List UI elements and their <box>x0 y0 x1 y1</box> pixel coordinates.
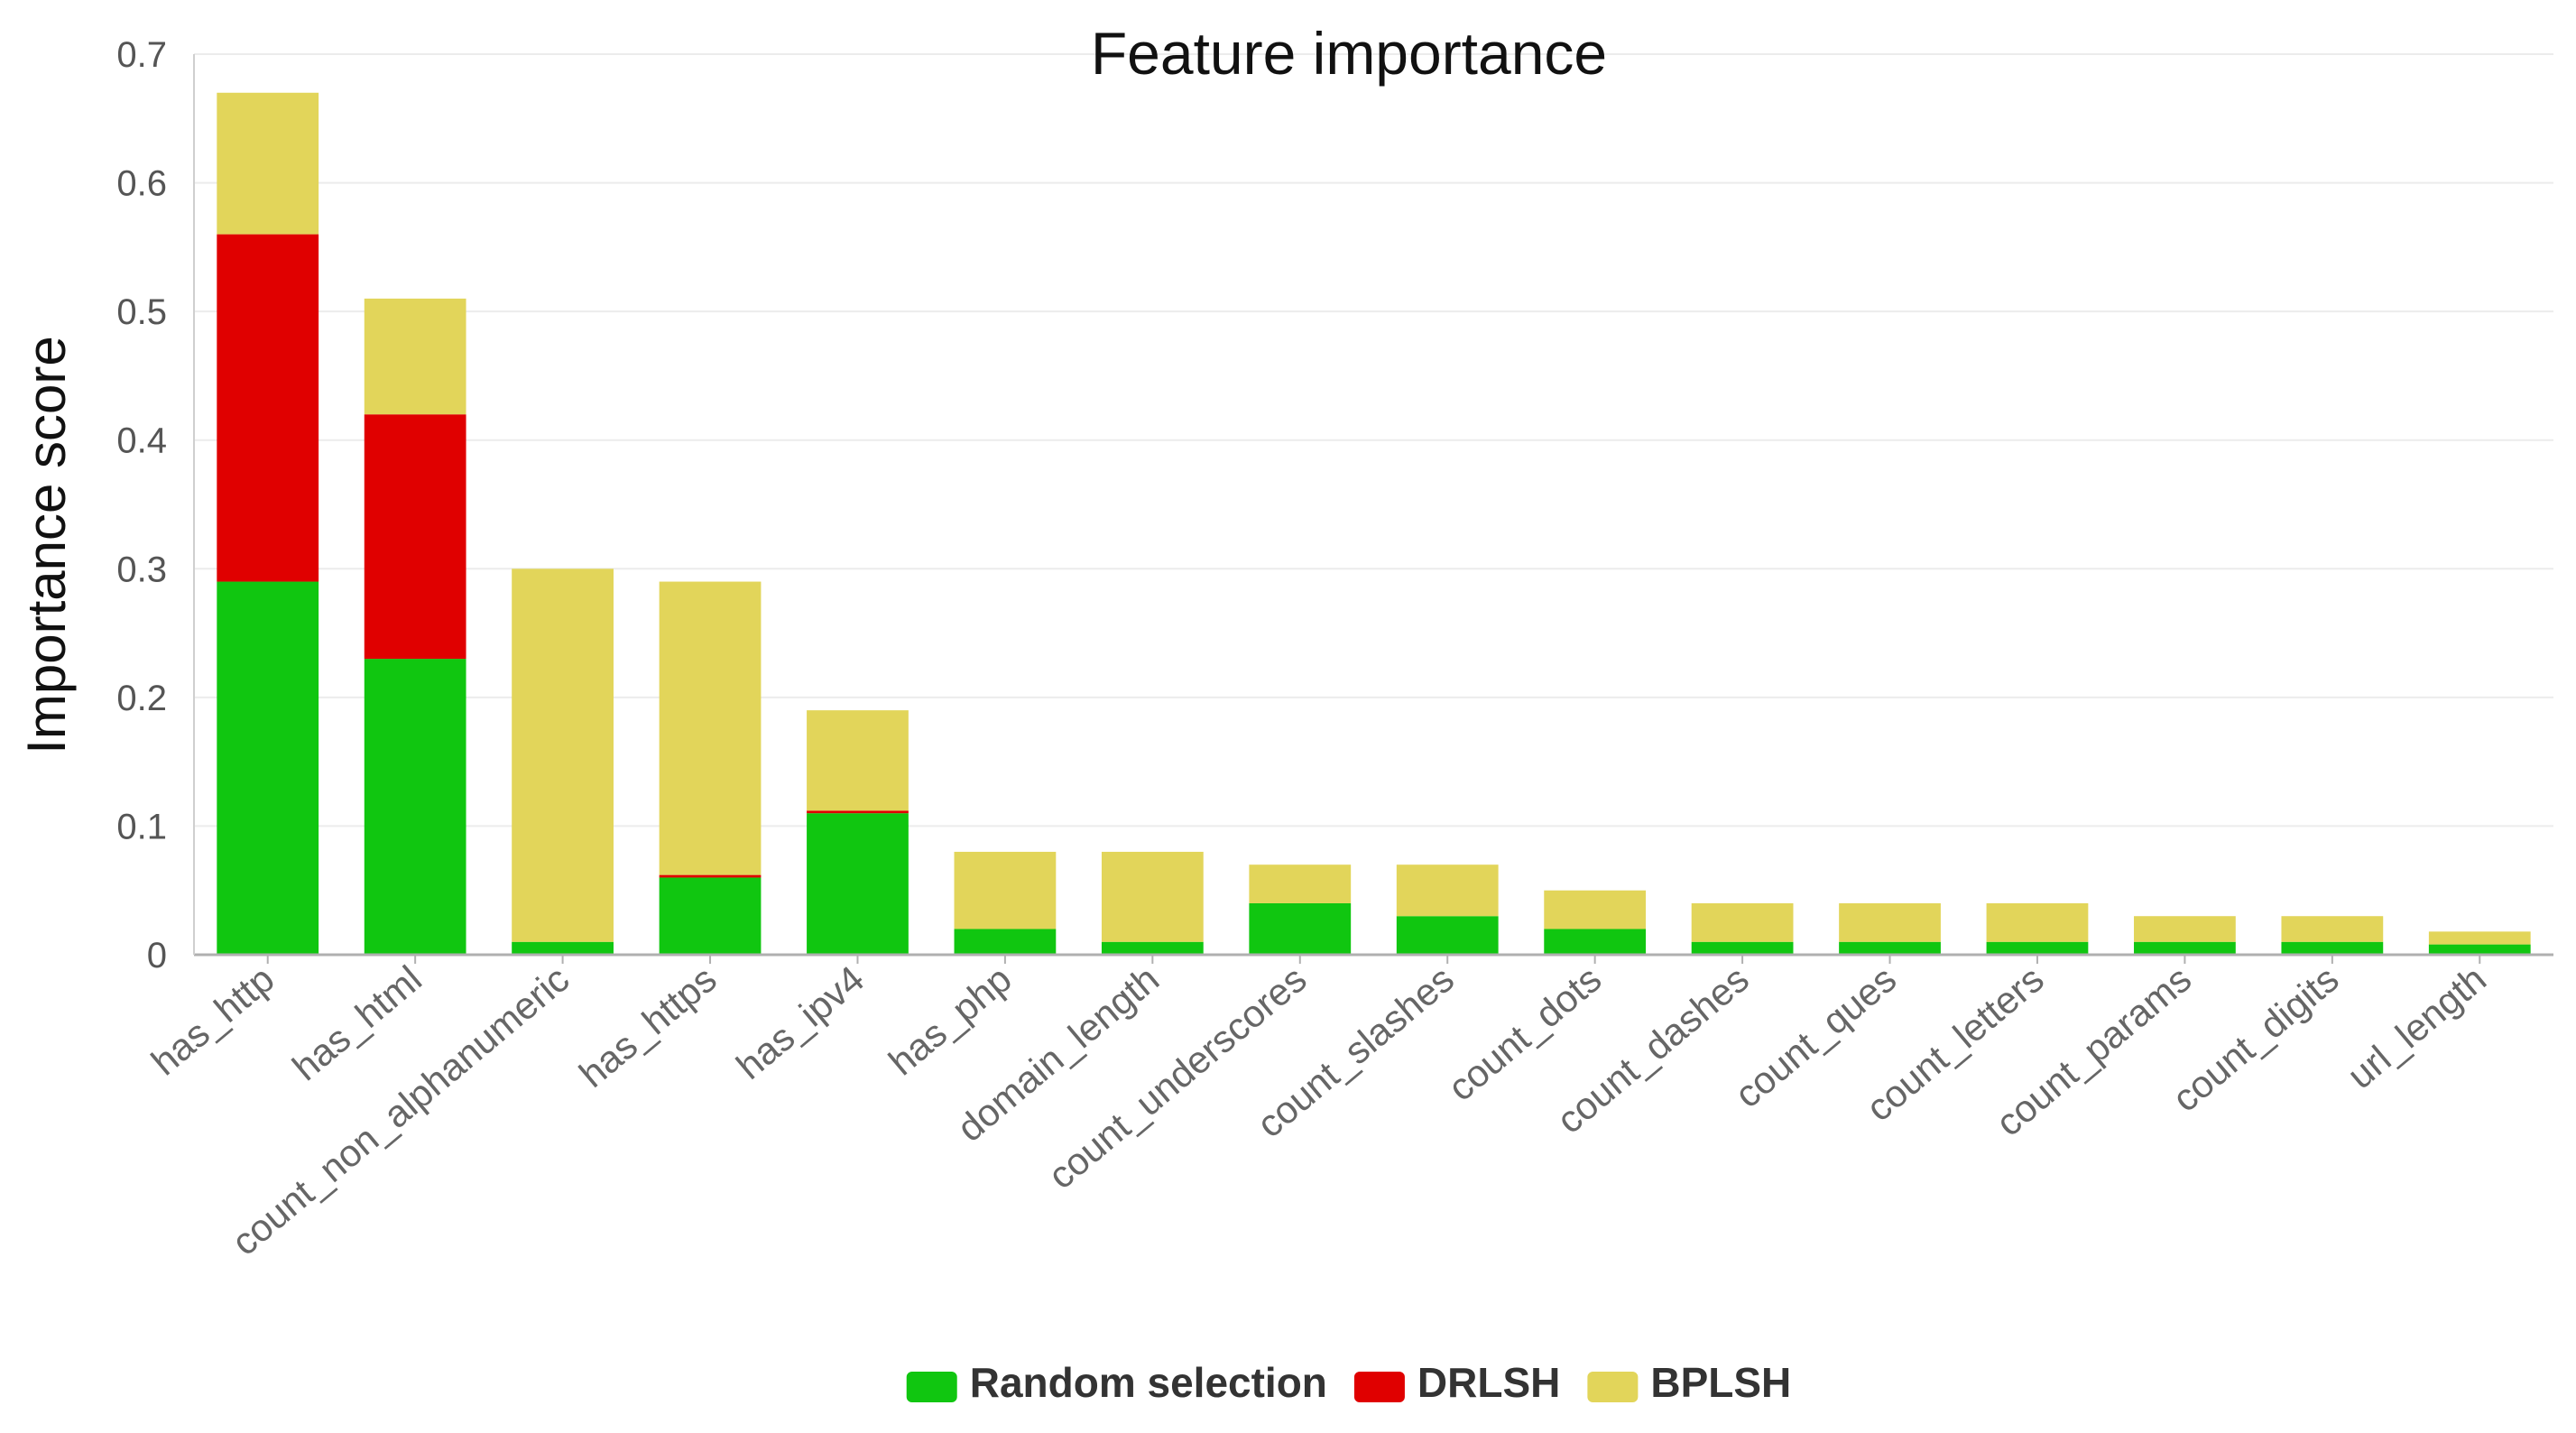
x-tick-labels: has_http has_htmlcount_non_alphanumericha… <box>143 955 2494 1263</box>
bar-random-selection-has_https <box>659 877 762 955</box>
bar-bplsh-has_html <box>364 298 466 415</box>
legend-item-random-selection: Random selection <box>906 1359 1327 1406</box>
legend-label: DRLSH <box>1417 1359 1560 1406</box>
bar-random-selection-count_non_alphanumeric <box>512 941 614 955</box>
y-tick-label: 0.2 <box>116 679 167 718</box>
x-tick-label-count_underscores: count_underscores <box>1040 957 1315 1197</box>
x-tick-label-has_ipv4: has_ipv4 <box>728 957 872 1087</box>
bar-random-selection-count_slashes <box>1396 916 1499 955</box>
x-tick-label-has_http: has_http <box>143 957 282 1084</box>
bar-random-selection-count_params <box>2134 941 2236 955</box>
bar-bplsh-has_https <box>659 581 762 875</box>
bar-random-selection-has_html <box>364 659 466 955</box>
bar-random-selection-count_dashes <box>1691 941 1794 955</box>
legend-label: BPLSH <box>1650 1359 1791 1406</box>
bar-drlsh-has_ipv4 <box>807 810 909 814</box>
y-tick-label: 0.1 <box>116 807 167 846</box>
bar-bplsh-has_php <box>954 851 1057 929</box>
bar-random-selection-has_php <box>954 929 1057 955</box>
y-tick-label: 0 <box>147 936 167 975</box>
bar-bplsh-domain_length <box>1101 851 1204 942</box>
bar-drlsh-has_html <box>364 414 466 660</box>
bar-random-selection-count_dots <box>1544 929 1647 955</box>
y-axis-title: Importance score <box>16 336 77 754</box>
axes <box>193 54 2553 957</box>
bar-random-selection-domain_length <box>1101 941 1204 955</box>
legend-item-bplsh: BPLSH <box>1587 1359 1791 1406</box>
y-tick-label: 0.5 <box>116 292 167 332</box>
bar-random-selection-count_ques <box>1839 941 1941 955</box>
legend-item-drlsh: DRLSH <box>1353 1359 1560 1406</box>
bars <box>217 92 2531 955</box>
bar-bplsh-count_dots <box>1544 890 1647 929</box>
bar-random-selection-count_digits <box>2281 941 2384 955</box>
bar-bplsh-count_ques <box>1839 902 1941 942</box>
y-tick-label: 0.7 <box>116 35 167 75</box>
bar-bplsh-count_digits <box>2281 916 2384 942</box>
y-tick-label: 0.6 <box>116 164 167 204</box>
legend-label: Random selection <box>970 1359 1327 1406</box>
legend-swatch <box>1587 1372 1639 1402</box>
x-tick-label-has_html: has_html <box>284 957 429 1089</box>
bar-random-selection-count_letters <box>1986 941 2089 955</box>
bar-random-selection-url_length <box>2428 944 2531 955</box>
x-tick-label-has_php: has_php <box>881 957 1020 1084</box>
bar-bplsh-count_non_alphanumeric <box>512 569 614 942</box>
chart-title: Feature importance <box>1091 20 1607 87</box>
bar-bplsh-count_underscores <box>1249 864 1352 903</box>
bar-bplsh-url_length <box>2428 931 2531 945</box>
y-tick-label: 0.3 <box>116 550 167 589</box>
bar-bplsh-count_letters <box>1986 902 2089 942</box>
x-tick-label-url_length: url_length <box>2340 957 2495 1097</box>
x-tick-label-has_https: has_https <box>571 957 725 1096</box>
bar-bplsh-has_ipv4 <box>807 710 909 811</box>
legend: Random selection DRLSH BPLSH <box>906 1359 1791 1406</box>
legend-swatch <box>906 1372 957 1402</box>
y-tick-label: 0.4 <box>116 421 167 461</box>
legend-swatch <box>1353 1372 1405 1402</box>
bar-bplsh-count_dashes <box>1691 902 1794 942</box>
y-tick-labels: 0 0.1 0.2 0.3 0.4 0.5 0.6 0.7 <box>116 35 167 975</box>
bar-random-selection-has_ipv4 <box>807 813 909 955</box>
bar-drlsh-has_http <box>217 234 319 582</box>
bar-random-selection-count_underscores <box>1249 902 1352 955</box>
bar-bplsh-has_http <box>217 92 319 235</box>
bar-random-selection-has_http <box>217 581 319 955</box>
bar-bplsh-count_slashes <box>1396 864 1499 917</box>
bar-bplsh-count_params <box>2134 916 2236 942</box>
bar-drlsh-has_https <box>659 874 762 878</box>
